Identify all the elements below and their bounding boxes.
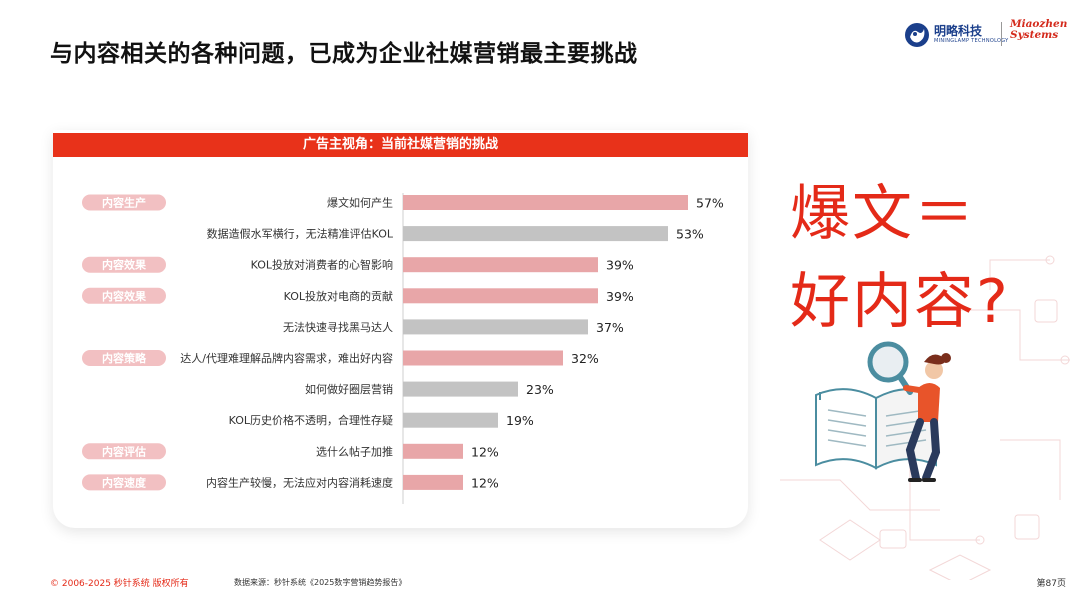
data-label: 23% (526, 382, 554, 397)
bar (403, 288, 598, 304)
footer-copyright: © 2006-2025 秒针系统 版权所有 (50, 579, 189, 589)
bar (403, 226, 668, 242)
data-label: 53% (676, 227, 704, 242)
bar (403, 443, 463, 459)
bar-chart: 爆文如何产生 57% 数据造假水军横行，无法精准评估KOL 53% KOL投放对消费者的… (82, 193, 724, 504)
logo-divider (1001, 22, 1002, 46)
headline-line2: 好内容? (790, 267, 1010, 337)
group-tag-label: 内容效果 (102, 258, 146, 272)
category-label: KOL投放对消费者的心智影响 (251, 258, 393, 272)
bar (403, 474, 463, 490)
group-tag-label: 内容速度 (102, 475, 147, 489)
headline-callout: 爆文＝ 好内容? (790, 170, 1060, 346)
group-tag (82, 256, 166, 273)
group-tag (82, 350, 166, 366)
data-label: 12% (471, 444, 499, 459)
group-tag (82, 443, 166, 460)
reading-person-illustration (815, 341, 951, 482)
page-number: 第87页 (1036, 579, 1066, 589)
category-label: KOL投放对电商的贡献 (284, 289, 393, 303)
bar (403, 257, 598, 273)
category-label: 爆文如何产生 (327, 196, 393, 210)
data-label: 39% (606, 258, 634, 273)
bar (403, 319, 588, 335)
bar (403, 350, 563, 366)
mingluo-logo-icon (905, 23, 929, 47)
group-tag (82, 287, 166, 304)
category-label: 如何做好圈层营销 (305, 382, 393, 396)
chart-title-bar: 广告主视角：当前社媒营销的挑战 (53, 133, 748, 157)
bar (403, 195, 688, 210)
group-tag-label: 内容效果 (102, 289, 146, 303)
group-tag-label: 内容生产 (102, 196, 146, 210)
data-label: 57% (696, 196, 724, 211)
category-label: KOL历史价格不透明，合理性存疑 (229, 413, 393, 427)
mingluo-logo: 明略科技 MININGLAMP TECHNOLOGY (904, 18, 1009, 52)
group-tag (82, 474, 166, 491)
bar (403, 412, 498, 428)
headline-line1: 爆文＝ (790, 179, 976, 249)
category-label: 内容生产较慢，无法应对内容消耗速度 (206, 475, 393, 489)
category-label: 无法快速寻找黑马达人 (283, 320, 393, 334)
bar (403, 381, 518, 397)
data-label: 32% (571, 351, 599, 366)
category-label: 达人/代理难理解品牌内容需求，难出好内容 (180, 351, 393, 365)
miaozhen-logo-line1: Miaozhen (1010, 18, 1068, 30)
circuit-background (780, 255, 1070, 580)
footer-source: 数据来源：秒针系统《2025数字营销趋势报告》 (234, 578, 407, 587)
data-label: 39% (606, 289, 634, 304)
miaozhen-logo: Miaozhen Systems (1010, 18, 1068, 41)
miaozhen-logo-line2: Systems (1010, 29, 1059, 41)
mingluo-logo-cn: 明略科技 (934, 24, 983, 38)
group-tag-label: 内容评估 (102, 444, 146, 458)
category-label: 选什么帖子加推 (316, 444, 393, 458)
group-tag (82, 194, 166, 211)
data-label: 37% (596, 320, 624, 335)
mingluo-logo-en: MININGLAMP TECHNOLOGY (934, 38, 1009, 44)
category-label: 数据造假水军横行，无法精准评估KOL (207, 227, 394, 241)
group-tag-label: 内容策略 (102, 351, 147, 365)
data-label: 19% (506, 413, 534, 428)
page-title: 与内容相关的各种问题，已成为企业社媒营销最主要挑战 (50, 41, 638, 67)
data-label: 12% (471, 475, 499, 490)
